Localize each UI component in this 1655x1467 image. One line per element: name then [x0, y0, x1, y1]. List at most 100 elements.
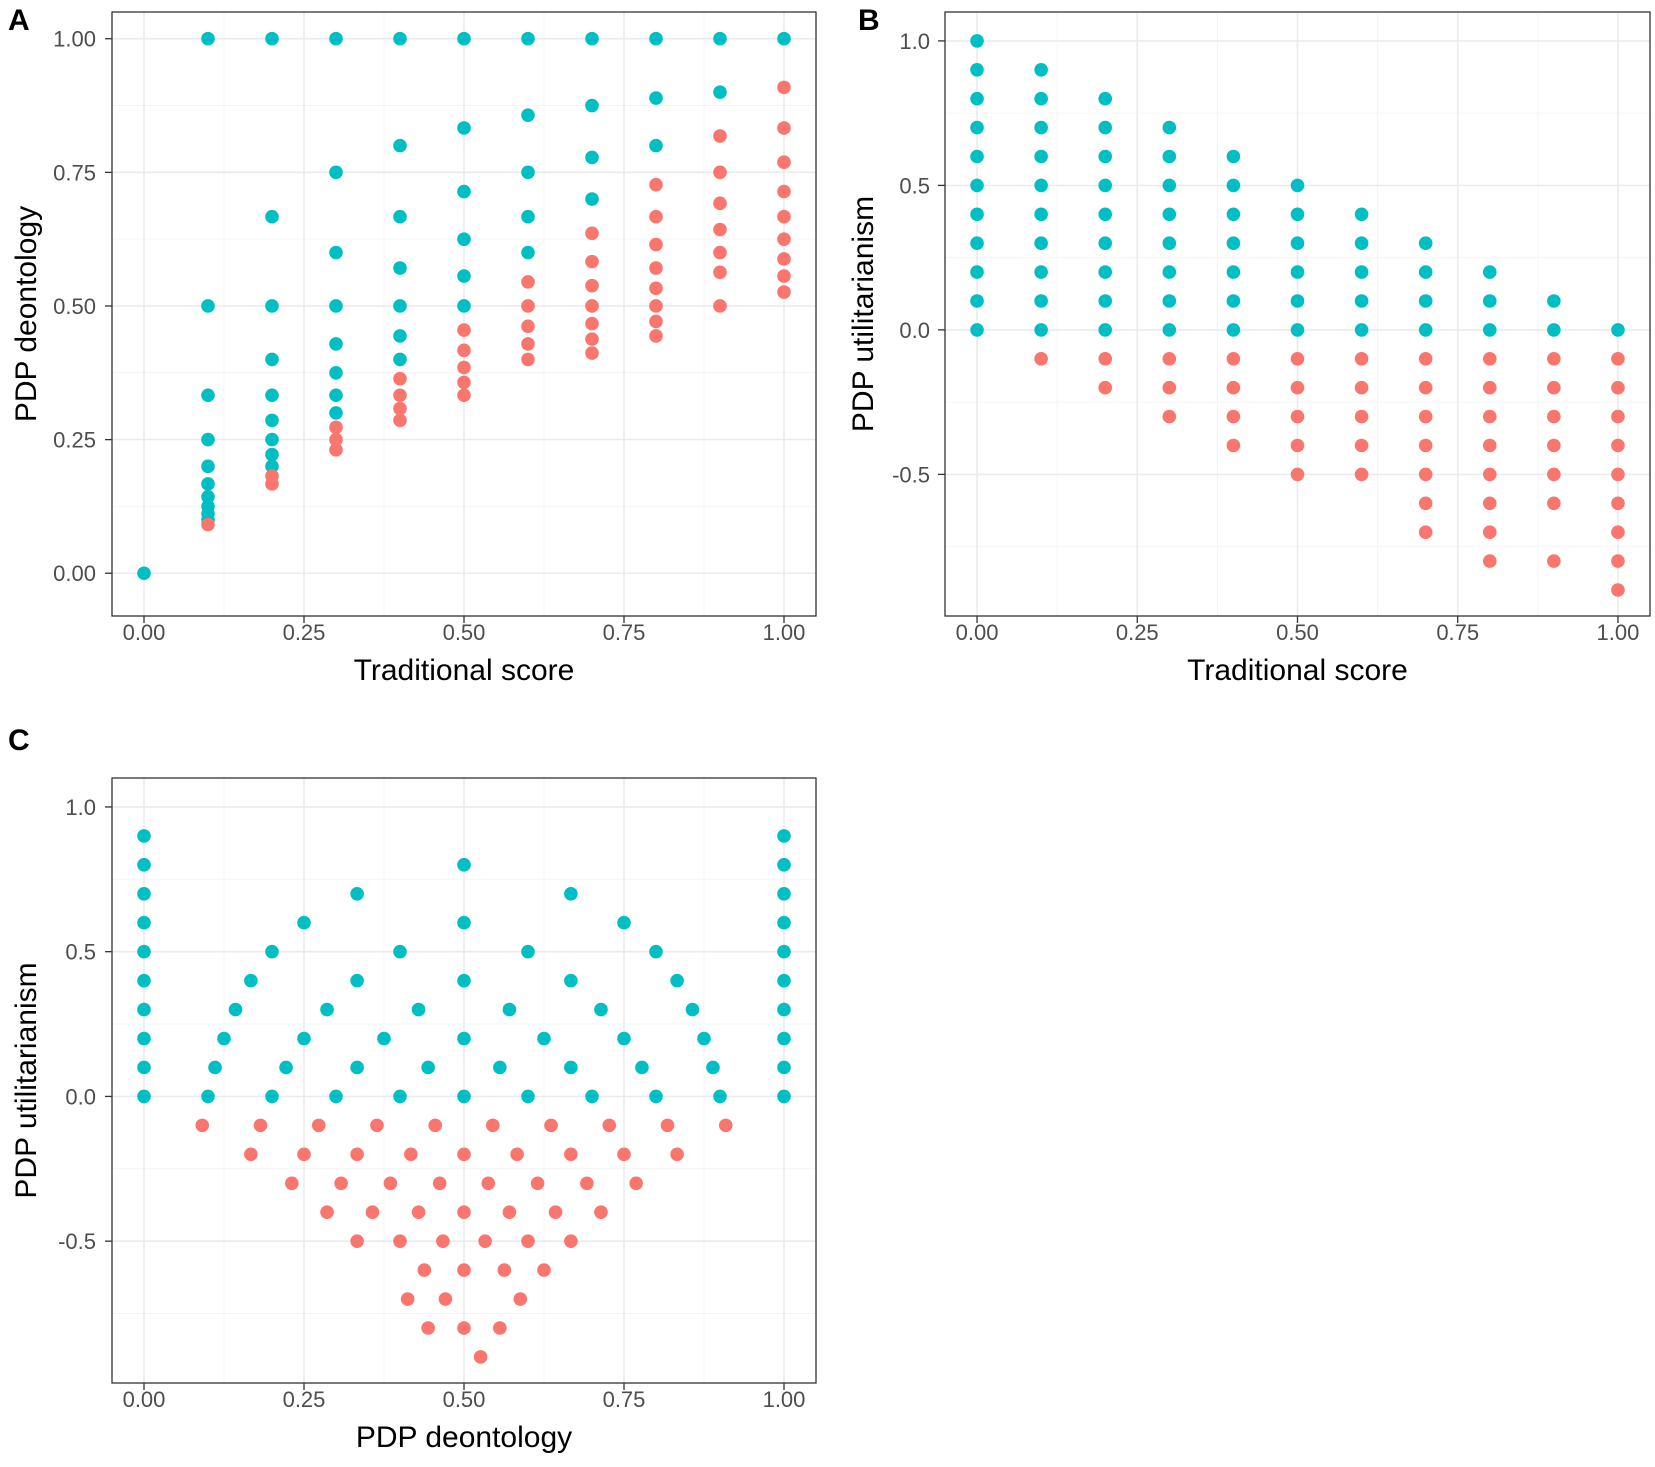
data-point: [1098, 120, 1113, 135]
data-point: [585, 226, 599, 241]
data-point: [1547, 409, 1561, 424]
data-point: [370, 1118, 384, 1133]
data-point: [1162, 207, 1177, 222]
data-point: [521, 165, 535, 180]
data-point: [265, 209, 279, 224]
panel-b: 0.00 0.25 0.50 0.75 1.00 1.0 0.5 0.0 -0.5 Traditi…: [847, 4, 1651, 687]
data-point: [1034, 265, 1048, 279]
data-point: [1290, 236, 1305, 250]
data-point: [137, 1060, 151, 1075]
data-point: [970, 62, 984, 77]
data-point: [1290, 294, 1305, 308]
data-point: [436, 1234, 450, 1248]
data-point: [970, 91, 984, 106]
data-point: [685, 1002, 700, 1017]
data-point: [1611, 323, 1625, 337]
data-point: [617, 1147, 631, 1162]
data-point: [713, 196, 727, 211]
x-tick-label: 0.75: [603, 1387, 646, 1412]
data-point: [1034, 178, 1048, 193]
data-point: [777, 915, 791, 930]
data-point: [1162, 120, 1177, 135]
data-point: [713, 265, 727, 280]
data-point: [649, 138, 663, 153]
x-tick-label: 0.25: [1116, 620, 1159, 645]
data-point: [1611, 438, 1625, 453]
data-point: [777, 80, 791, 95]
data-point: [265, 469, 279, 483]
data-point: [1226, 351, 1241, 366]
data-point: [253, 1118, 268, 1133]
data-point: [329, 245, 343, 260]
data-point: [201, 388, 215, 403]
data-point: [1162, 178, 1177, 193]
data-point: [1418, 351, 1433, 366]
data-point: [713, 245, 727, 260]
panel-letter: C: [8, 724, 30, 757]
data-point: [521, 1234, 535, 1248]
data-point: [457, 299, 471, 313]
data-point: [1547, 554, 1561, 568]
data-point: [564, 1147, 578, 1162]
data-point: [137, 1002, 151, 1017]
data-point: [457, 375, 471, 390]
data-point: [777, 1089, 791, 1104]
series-negative: [201, 80, 791, 532]
data-point: [393, 413, 407, 428]
x-tick-label: 1.00: [763, 620, 806, 645]
data-point: [1034, 149, 1048, 164]
data-point: [481, 1176, 496, 1191]
data-point: [329, 299, 343, 313]
data-point: [713, 85, 727, 99]
data-point: [537, 1031, 551, 1046]
data-point: [521, 245, 535, 260]
data-point: [777, 269, 791, 283]
data-point: [1290, 178, 1305, 193]
data-point: [1547, 380, 1561, 395]
data-point: [1418, 265, 1433, 279]
data-point: [393, 261, 407, 275]
data-point: [649, 261, 663, 275]
data-point: [713, 129, 727, 143]
data-point: [265, 432, 279, 447]
data-point: [564, 1060, 578, 1075]
data-point: [706, 1060, 720, 1075]
data-point: [777, 1002, 791, 1017]
data-point: [493, 1321, 507, 1335]
data-point: [1547, 294, 1561, 308]
data-point: [457, 1089, 471, 1104]
data-point: [1226, 380, 1241, 395]
data-point: [1098, 207, 1113, 222]
data-point: [329, 31, 343, 46]
data-point: [1162, 265, 1177, 279]
data-point: [1034, 236, 1048, 250]
data-point: [1418, 467, 1433, 482]
data-point: [718, 1118, 733, 1133]
data-point: [521, 31, 535, 46]
data-point: [713, 299, 727, 313]
data-point: [1354, 351, 1369, 366]
data-point: [350, 1060, 364, 1075]
data-point: [1482, 323, 1497, 337]
data-point: [457, 31, 471, 46]
data-point: [1162, 351, 1177, 366]
data-point: [1482, 554, 1497, 568]
x-tick-label: 1.00: [763, 1387, 806, 1412]
y-tick-label: -0.5: [58, 1229, 96, 1254]
data-point: [1547, 496, 1561, 511]
data-point: [457, 1147, 471, 1162]
data-point: [1162, 380, 1177, 395]
data-point: [457, 269, 471, 283]
data-point: [777, 1060, 791, 1075]
data-point: [1482, 380, 1497, 395]
data-point: [393, 209, 407, 224]
data-point: [602, 1118, 617, 1133]
data-point: [585, 346, 599, 360]
data-point: [544, 1118, 558, 1133]
data-point: [521, 275, 535, 289]
data-point: [970, 236, 984, 250]
data-point: [1162, 294, 1177, 308]
data-point: [1098, 351, 1113, 366]
data-point: [478, 1234, 492, 1248]
data-point: [265, 1089, 279, 1104]
